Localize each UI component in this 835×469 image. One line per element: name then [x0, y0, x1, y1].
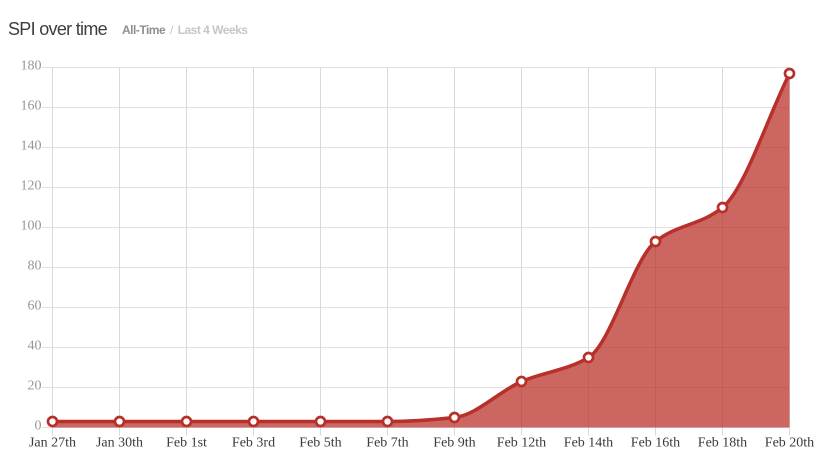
chart-header: SPI over time All-Time / Last 4 Weeks — [0, 0, 835, 46]
x-tick-label: Feb 14th — [564, 436, 613, 451]
x-tick-label: Feb 9th — [433, 436, 475, 451]
x-tick-label: Feb 3rd — [232, 436, 275, 451]
x-tick-label: Feb 18th — [698, 436, 747, 451]
x-tick-label: Feb 12th — [497, 436, 546, 451]
data-point-marker[interactable] — [381, 415, 394, 428]
data-point-marker[interactable] — [46, 415, 59, 428]
data-point-marker[interactable] — [448, 411, 461, 424]
page-title: SPI over time — [8, 18, 108, 39]
series-area — [52, 73, 790, 428]
y-tick-label: 160 — [21, 99, 42, 114]
data-point-marker[interactable] — [515, 375, 528, 388]
y-tick-label: 140 — [21, 139, 42, 154]
x-tick-label: Jan 30th — [96, 436, 143, 451]
data-point-marker[interactable] — [649, 235, 662, 248]
data-point-marker[interactable] — [582, 351, 595, 364]
x-tick-label: Feb 1st — [166, 436, 207, 451]
x-tick-label: Jan 27th — [29, 436, 76, 451]
series-markers — [46, 67, 796, 428]
data-point-marker[interactable] — [113, 415, 126, 428]
x-tick-label: Feb 7th — [366, 436, 408, 451]
y-tick-label: 60 — [28, 299, 42, 314]
data-point-marker[interactable] — [716, 201, 729, 214]
y-tick-label: 120 — [21, 179, 42, 194]
y-tick-label: 40 — [28, 339, 42, 354]
tab-separator: / — [169, 22, 173, 37]
data-point-marker[interactable] — [314, 415, 327, 428]
data-point-marker[interactable] — [783, 67, 796, 80]
range-tabs: All-Time / Last 4 Weeks — [122, 22, 248, 37]
y-tick-label: 0 — [35, 419, 42, 434]
y-tick-label: 100 — [21, 219, 42, 234]
tab-all-time[interactable]: All-Time — [122, 22, 166, 37]
x-tick-label: Feb 5th — [299, 436, 341, 451]
y-tick-label: 20 — [28, 379, 42, 394]
x-tick-label: Feb 16th — [631, 436, 680, 451]
tab-last-4-weeks[interactable]: Last 4 Weeks — [177, 22, 248, 37]
y-tick-label: 80 — [28, 259, 42, 274]
x-tick-label: Feb 20th — [765, 436, 814, 451]
data-point-marker[interactable] — [247, 415, 260, 428]
y-tick-label: 180 — [21, 59, 42, 74]
data-point-marker[interactable] — [180, 415, 193, 428]
